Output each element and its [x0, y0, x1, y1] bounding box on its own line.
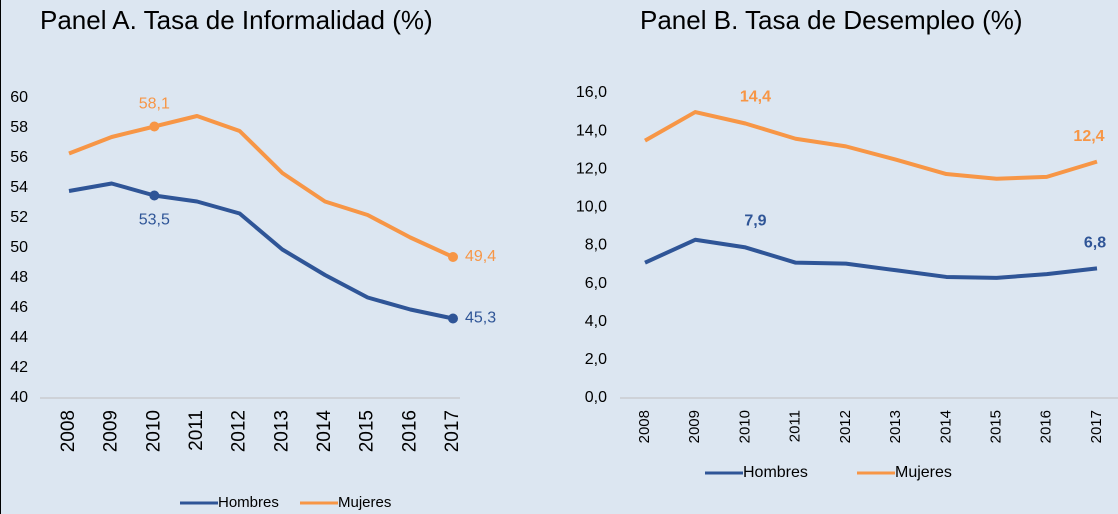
- series-line: [644, 237, 1098, 280]
- x-tick-label: 2016: [1038, 410, 1055, 443]
- series-line: [644, 110, 1098, 181]
- point-marker: [149, 190, 160, 201]
- y-tick-label: 50: [10, 239, 28, 256]
- x-tick-label: 2010: [736, 410, 753, 443]
- x-tick-label: 2008: [636, 410, 653, 443]
- x-tick-label: 2013: [887, 410, 904, 443]
- point-marker: [448, 313, 458, 324]
- x-tick-label: 2015: [357, 410, 378, 452]
- legend-label: Hombres: [743, 464, 808, 481]
- legend-label: Mujeres: [895, 464, 952, 481]
- point-marker: [448, 252, 458, 262]
- x-tick-label: 2014: [314, 410, 335, 453]
- data-label: 49,4: [465, 248, 496, 265]
- y-tick-label: 48: [10, 269, 28, 286]
- y-tick-label: 10,0: [576, 199, 607, 216]
- x-tick-label: 2012: [837, 410, 854, 443]
- y-tick-label: 14,0: [576, 122, 607, 139]
- x-tick-label: 2015: [988, 410, 1005, 443]
- y-tick-label: 52: [10, 209, 28, 226]
- y-tick-label: 40: [10, 389, 28, 406]
- y-tick-label: 44: [10, 329, 28, 346]
- data-label: 12,4: [1073, 128, 1104, 145]
- point-marker: [149, 121, 160, 132]
- data-label: 14,4: [740, 89, 771, 106]
- x-tick-label: 2010: [143, 410, 164, 452]
- data-label: 45,3: [465, 310, 496, 327]
- y-tick-label: 6,0: [585, 275, 607, 292]
- series-line: [68, 181, 454, 321]
- x-tick-label: 2017: [1088, 410, 1105, 443]
- y-tick-label: 2,0: [585, 351, 607, 368]
- data-label: 58,1: [139, 96, 170, 113]
- y-tick-label: 54: [10, 179, 28, 196]
- x-tick-label: 2009: [686, 410, 703, 443]
- legend-label: Mujeres: [338, 494, 391, 511]
- y-tick-label: 12,0: [576, 160, 607, 177]
- y-tick-label: 46: [10, 299, 28, 316]
- y-tick-label: 60: [10, 89, 28, 106]
- x-tick-label: 2008: [58, 410, 79, 452]
- y-tick-label: 42: [10, 359, 28, 376]
- y-tick-label: 8,0: [585, 237, 607, 254]
- y-tick-label: 0,0: [585, 389, 607, 406]
- series-line: [68, 114, 454, 259]
- y-tick-label: 16,0: [576, 84, 607, 101]
- data-label: 6,8: [1084, 235, 1106, 252]
- x-tick-label: 2016: [399, 410, 420, 452]
- x-tick-label: 2011: [787, 410, 804, 442]
- x-tick-label: 2013: [271, 410, 292, 452]
- panel-title: Panel B. Tasa de Desempleo (%): [640, 5, 1023, 35]
- x-tick-label: 2009: [101, 410, 122, 452]
- y-tick-label: 56: [10, 149, 28, 166]
- x-tick-label: 2014: [937, 410, 954, 443]
- x-tick-label: 2011: [186, 410, 207, 451]
- x-tick-label: 2017: [442, 410, 463, 452]
- legend-label: Hombres: [218, 494, 279, 511]
- y-tick-label: 4,0: [585, 313, 607, 330]
- y-tick-label: 58: [10, 119, 28, 136]
- data-label: 53,5: [139, 212, 170, 229]
- data-label: 7,9: [744, 213, 766, 230]
- x-tick-label: 2012: [229, 410, 250, 452]
- panel-title: Panel A. Tasa de Informalidad (%): [40, 5, 433, 35]
